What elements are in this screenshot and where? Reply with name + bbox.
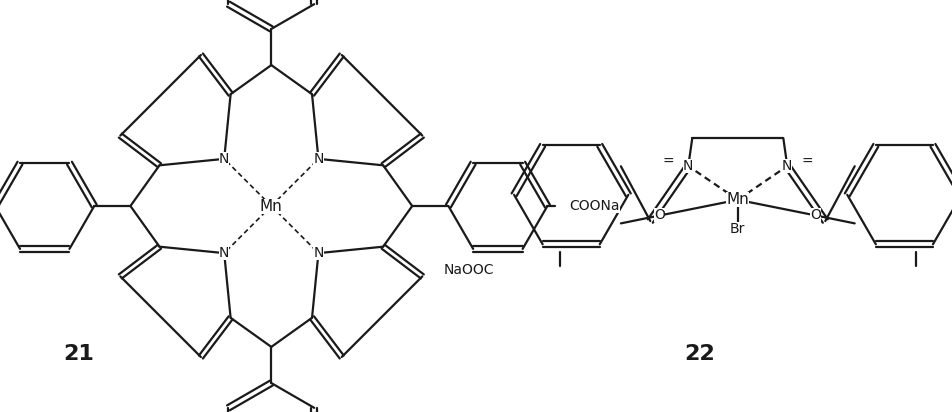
Text: NaOOC: NaOOC <box>444 263 494 277</box>
Text: Br: Br <box>730 222 745 236</box>
Text: O: O <box>810 208 822 222</box>
Text: N: N <box>684 159 693 173</box>
Text: Mn: Mn <box>260 199 283 213</box>
Text: N: N <box>219 152 229 166</box>
Text: =: = <box>663 155 674 169</box>
Text: 22: 22 <box>684 344 715 364</box>
Text: N: N <box>313 246 324 260</box>
Text: N: N <box>783 159 792 173</box>
Text: O: O <box>654 208 665 222</box>
Text: Mn: Mn <box>726 192 749 207</box>
Text: =: = <box>802 155 813 169</box>
Text: COONa: COONa <box>569 199 620 213</box>
Text: 21: 21 <box>64 344 94 364</box>
Text: N: N <box>313 152 324 166</box>
Text: N: N <box>219 246 229 260</box>
